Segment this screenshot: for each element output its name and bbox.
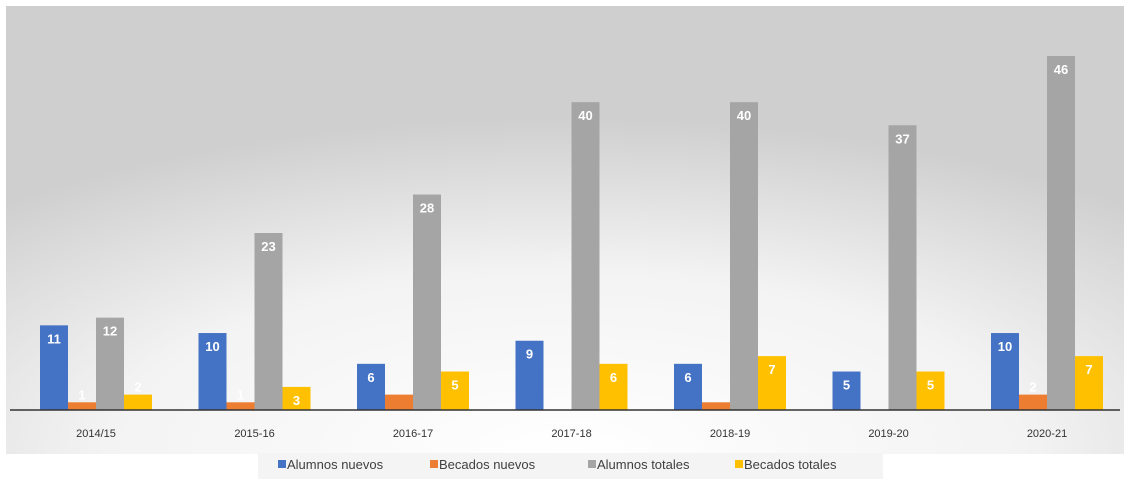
bar-alumnos-totales-2020-21 <box>1047 56 1075 410</box>
x-tick-label: 2015-16 <box>234 428 274 440</box>
bar-alumnos-totales-2015-16 <box>254 233 283 410</box>
data-label-becados-totales-2020-21: 7 <box>1085 362 1092 377</box>
data-label-becados-totales-2016-17: 5 <box>451 378 458 393</box>
legend-item-becados-nuevos: Becados nuevos <box>430 457 536 472</box>
data-label-alumnos-totales-2014-15: 12 <box>103 324 117 339</box>
legend-swatch <box>430 460 438 468</box>
bar-alumnos-totales-2014-15 <box>96 317 124 410</box>
bar-becados-nuevos-2016-17 <box>385 394 413 410</box>
bar-alumnos-nuevos-2017-18 <box>515 340 544 410</box>
legend-box <box>258 453 883 479</box>
legend: Alumnos nuevos Becados nuevos Alumnos tota… <box>258 453 883 479</box>
data-label-alumnos-totales-2016-17: 28 <box>420 201 434 216</box>
bar-becados-totales-2014-15 <box>124 394 152 410</box>
bar-alumnos-nuevos-2019-20 <box>832 371 861 410</box>
data-label-alumnos-nuevos-2019-20: 5 <box>843 378 850 393</box>
bar-becados-nuevos-2018-19 <box>702 402 730 410</box>
bar-alumnos-totales-2018-19 <box>730 102 758 410</box>
data-label-alumnos-totales-2018-19: 40 <box>737 108 751 123</box>
plot-background <box>6 6 1124 454</box>
data-label-becados-nuevos-2014-15: 1 <box>78 387 85 402</box>
data-label-alumnos-totales-2015-16: 23 <box>261 239 275 254</box>
legend-label: Becados nuevos <box>439 457 536 472</box>
bar-alumnos-nuevos-2020-21 <box>991 333 1019 410</box>
bar-becados-nuevos-2015-16 <box>226 402 255 410</box>
legend-swatch <box>588 460 596 468</box>
data-label-alumnos-nuevos-2018-19: 6 <box>684 370 691 385</box>
data-label-alumnos-totales-2017-18: 40 <box>578 108 592 123</box>
data-label-becados-totales-2014-15: 2 <box>134 380 141 395</box>
bar-becados-totales-2015-16 <box>282 386 311 410</box>
bar-alumnos-totales-2017-18 <box>571 102 600 410</box>
data-label-alumnos-totales-2019-20: 37 <box>895 131 909 146</box>
bar-becados-totales-2016-17 <box>441 371 469 410</box>
legend-swatch <box>735 460 743 468</box>
bar-becados-totales-2020-21 <box>1075 356 1103 410</box>
bar-alumnos-totales-2019-20 <box>888 125 917 411</box>
x-tick-labels: 2014/15 2015-16 2016-17 2017-18 2018-19 2019-… <box>76 428 1067 440</box>
legend-item-alumnos-totales: Alumnos totales <box>588 457 690 472</box>
legend-label: Alumnos nuevos <box>287 457 384 472</box>
x-tick-label: 2019-20 <box>868 428 908 440</box>
bar-alumnos-nuevos-2014-15 <box>40 325 68 410</box>
bar-becados-nuevos-2014-15 <box>68 402 96 410</box>
data-label-alumnos-nuevos-2014-15: 11 <box>47 331 61 346</box>
legend-label: Becados totales <box>744 457 837 472</box>
legend-item-alumnos-nuevos: Alumnos nuevos <box>278 457 384 472</box>
bars-layer <box>40 56 1103 411</box>
bar-alumnos-nuevos-2016-17 <box>357 363 385 410</box>
data-label-becados-totales-2015-16: 3 <box>293 393 300 408</box>
x-tick-label: 2020-21 <box>1027 428 1067 440</box>
x-tick-label: 2018-19 <box>710 428 750 440</box>
x-tick-label: 2016-17 <box>393 428 433 440</box>
data-label-becados-totales-2018-19: 7 <box>768 362 775 377</box>
data-label-alumnos-nuevos-2017-18: 9 <box>526 347 533 362</box>
bar-alumnos-nuevos-2018-19 <box>674 363 702 410</box>
bar-alumnos-totales-2016-17 <box>413 194 441 410</box>
bar-becados-totales-2018-19 <box>758 356 786 410</box>
data-label-becados-totales-2017-18: 6 <box>610 370 617 385</box>
x-tick-label: 2014/15 <box>76 428 116 440</box>
legend-label: Alumnos totales <box>597 457 690 472</box>
data-label-alumnos-nuevos-2016-17: 6 <box>367 370 374 385</box>
data-label-becados-nuevos-2015-16: 1 <box>237 387 244 402</box>
bar-becados-nuevos-2020-21 <box>1019 394 1047 410</box>
legend-item-becados-totales: Becados totales <box>735 457 837 472</box>
bar-becados-totales-2017-18 <box>599 363 628 410</box>
x-tick-label: 2017-18 <box>551 428 591 440</box>
legend-swatch <box>278 460 286 468</box>
data-label-alumnos-nuevos-2020-21: 10 <box>998 339 1012 354</box>
bar-alumnos-nuevos-2015-16 <box>198 333 227 410</box>
data-label-alumnos-nuevos-2015-16: 10 <box>205 339 219 354</box>
data-label-alumnos-totales-2020-21: 46 <box>1054 62 1068 77</box>
data-label-becados-nuevos-2020-21: 2 <box>1029 380 1036 395</box>
bar-becados-totales-2019-20 <box>916 371 945 410</box>
data-label-becados-totales-2019-20: 5 <box>927 378 934 393</box>
